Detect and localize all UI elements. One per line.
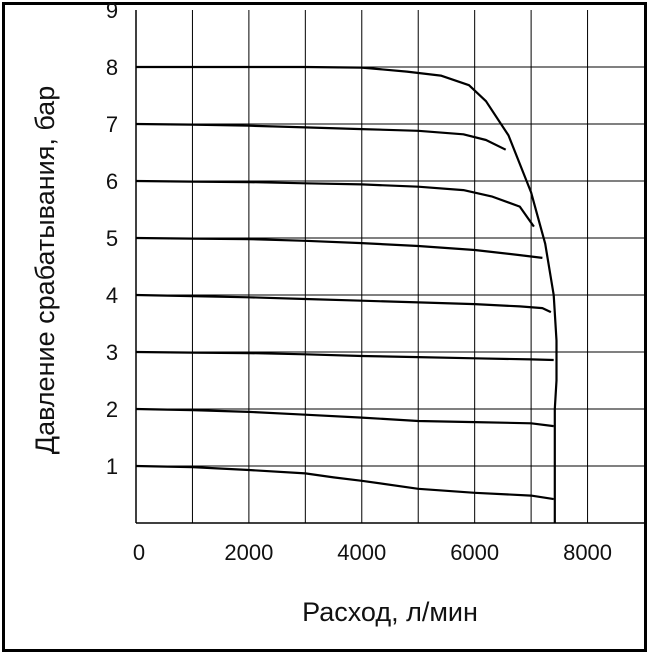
x-tick-label: 4000	[337, 540, 386, 565]
x-axis-label: Расход, л/мин	[302, 597, 478, 627]
grid-lines	[136, 10, 644, 523]
chart-frame	[2, 2, 647, 652]
y-tick-label: 3	[106, 340, 118, 365]
y-tick-label: 8	[106, 55, 118, 80]
curve-8	[136, 65, 558, 523]
y-tick-label: 2	[106, 397, 118, 422]
x-tick-labels: 0 2000 4000 6000 8000	[133, 540, 612, 565]
x-tick-label: 0	[133, 540, 145, 565]
y-tick-label: 1	[106, 454, 118, 479]
y-tick-label: 6	[106, 169, 118, 194]
curve-6	[135, 179, 535, 228]
axes	[135, 10, 644, 524]
x-tick-label: 2000	[224, 540, 273, 565]
y-tick-label: 4	[106, 283, 118, 308]
x-tick-label: 8000	[563, 540, 612, 565]
curve-2	[135, 407, 554, 428]
y-tick-labels: 1 2 3 4 5 6 7 8 9	[106, 0, 118, 479]
y-tick-label: 7	[106, 112, 118, 137]
curve-7	[135, 122, 507, 151]
curve-4	[135, 293, 552, 314]
curve-5	[135, 236, 543, 259]
curves	[135, 65, 558, 523]
y-tick-label: 9	[106, 0, 118, 23]
curve-3	[135, 350, 554, 362]
y-tick-label: 5	[106, 226, 118, 251]
curve-1	[135, 464, 554, 501]
x-tick-label: 6000	[450, 540, 499, 565]
y-axis-label: Давление срабатывания, бар	[30, 86, 60, 454]
